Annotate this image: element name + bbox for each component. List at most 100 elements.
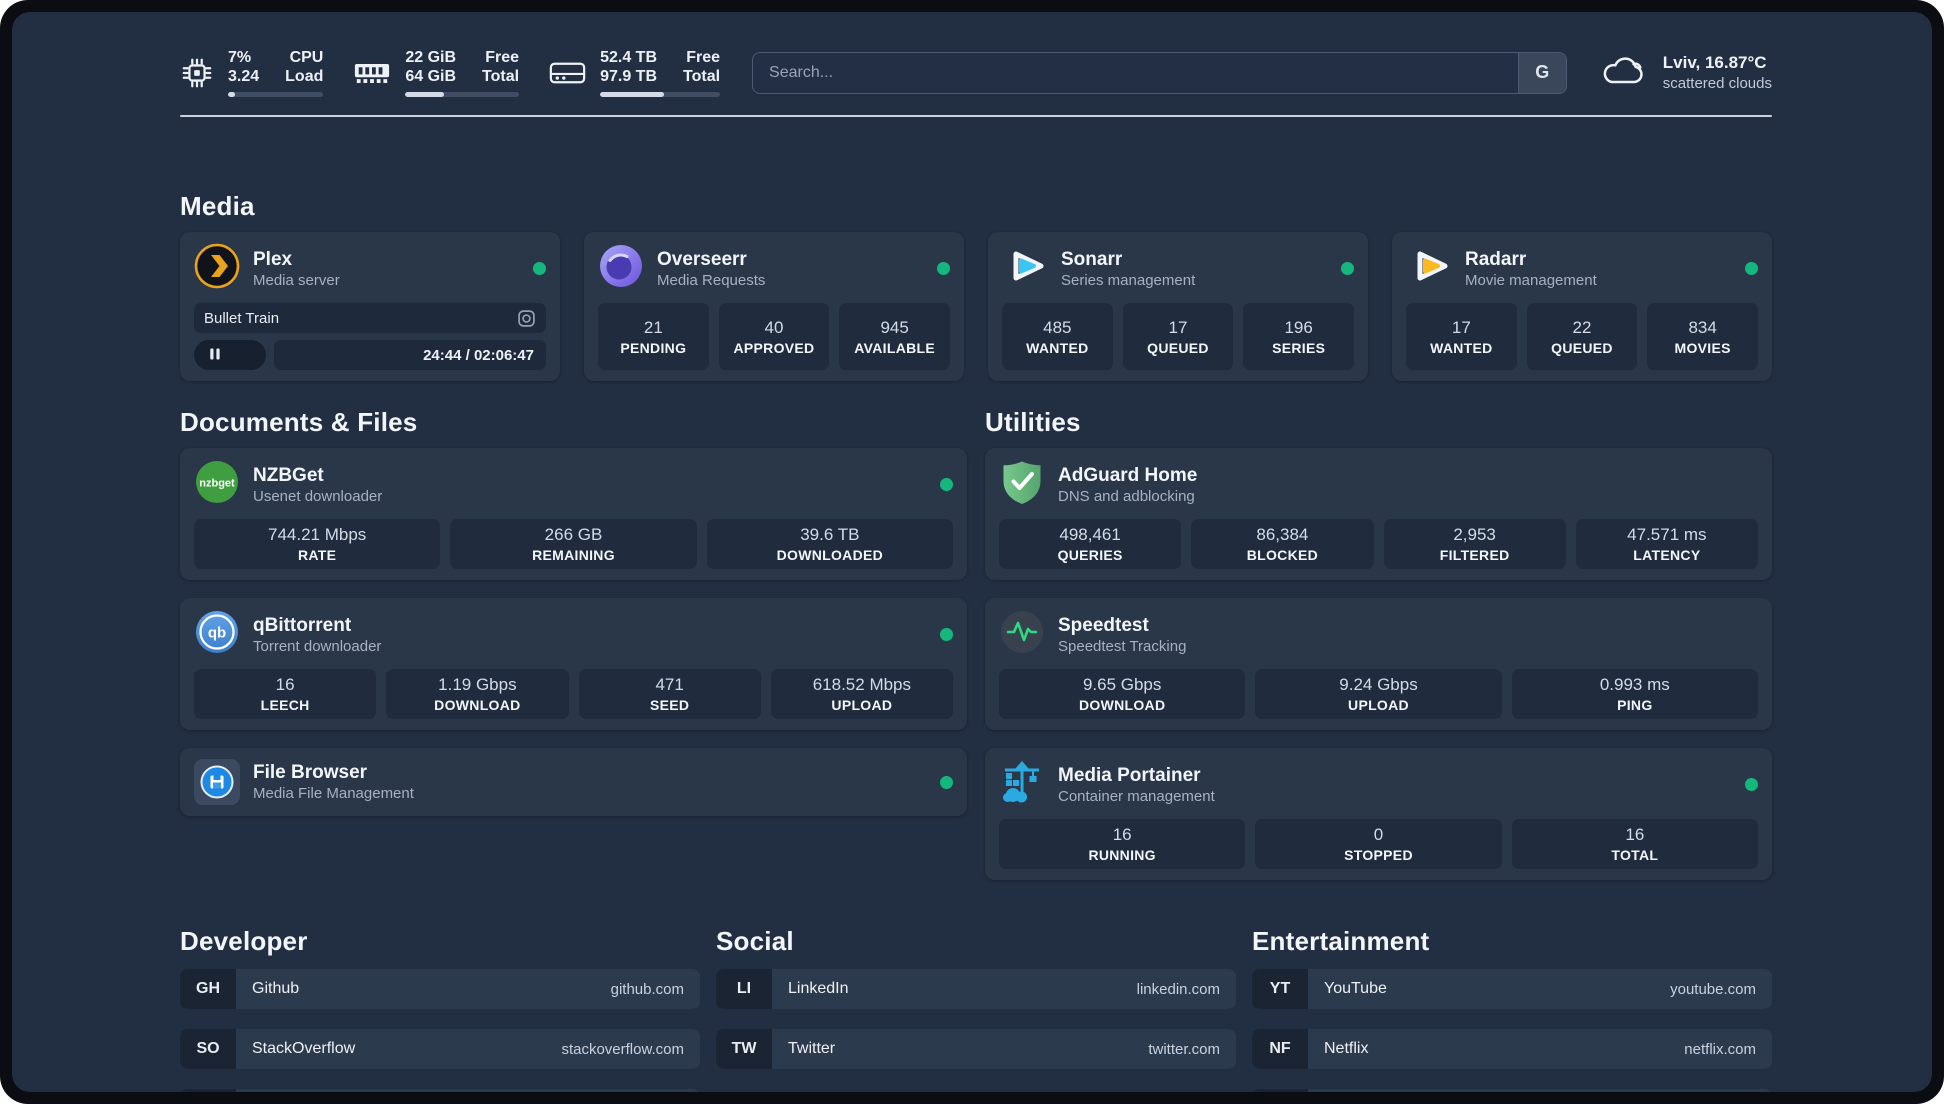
storage-free-value: 52.4 TB xyxy=(600,49,657,66)
app-title: Speedtest xyxy=(1058,614,1149,636)
status-dot xyxy=(937,262,950,275)
stat-tile: 0 STOPPED xyxy=(1255,819,1502,869)
stat-tile: 744.21 Mbps RATE xyxy=(194,519,441,569)
overseerr-stats: 21 PENDING 40 APPROVED 945 AVAILABLE xyxy=(598,303,950,370)
plex-card[interactable]: Plex Media server Bullet Train xyxy=(180,232,560,381)
stat-tile: 39.6 TB DOWNLOADED xyxy=(706,519,953,569)
memory-usage-bar xyxy=(405,92,520,97)
radarr-icon xyxy=(1406,243,1452,294)
dashboard-panel: 7% 3.24 CPU Load xyxy=(12,12,1932,1092)
player-settings-icon[interactable] xyxy=(517,309,536,328)
overseerr-icon xyxy=(598,243,644,294)
bookmark-stackoverflow[interactable]: SO StackOverflow stackoverflow.com xyxy=(180,1029,700,1069)
bookmark-netflix[interactable]: NF Netflix netflix.com xyxy=(1252,1029,1772,1069)
bookmark-abbr: SO xyxy=(180,1029,236,1069)
plex-now-playing: Bullet Train xyxy=(194,303,546,370)
status-dot xyxy=(533,262,546,275)
app-title: Media Portainer xyxy=(1058,764,1201,786)
filebrowser-card[interactable]: File Browser Media File Management xyxy=(180,748,967,816)
search-input[interactable] xyxy=(753,52,1518,93)
storage-usage-bar xyxy=(600,92,721,97)
bookmark-youtube[interactable]: YT YouTube youtube.com xyxy=(1252,969,1772,1009)
weather-location-temp: Lviv, 16.87°C xyxy=(1662,53,1767,72)
portainer-card[interactable]: Media Portainer Container management 16 … xyxy=(985,748,1772,880)
bookmark-url: stackoverflow.com xyxy=(561,1040,684,1058)
status-dot xyxy=(940,628,953,641)
bookmark-twitter[interactable]: TW Twitter twitter.com xyxy=(716,1029,1236,1069)
bookmark-name: Github xyxy=(252,980,300,997)
stat-tile: 618.52 Mbps UPLOAD xyxy=(770,669,953,719)
qbittorrent-stats: 16 LEECH 1.19 Gbps DOWNLOAD 471 SEED 6 xyxy=(194,669,953,719)
weather-condition: scattered clouds xyxy=(1662,75,1772,92)
nzbget-card[interactable]: nzbget NZBGet Usenet downloader 744.21 M… xyxy=(180,448,967,580)
bookmark-name: LinkedIn xyxy=(788,980,849,997)
status-dot xyxy=(940,775,953,789)
bookmark-github[interactable]: GH Github github.com xyxy=(180,969,700,1009)
bookmark-linkedin[interactable]: LI LinkedIn linkedin.com xyxy=(716,969,1236,1009)
cpu-label: CPU xyxy=(289,49,324,66)
memory-total-label: Total xyxy=(482,68,520,85)
bookmark-name: StackOverflow xyxy=(252,1040,356,1057)
radarr-card[interactable]: Radarr Movie management 17 WANTED 22 QUE… xyxy=(1392,232,1772,381)
app-title: NZBGet xyxy=(253,464,324,486)
documents-column: Documents & Files nzbget NZBGet Usenet d xyxy=(180,407,967,880)
developer-bookmarks: Developer GH Github github.com SO StackO… xyxy=(180,926,700,1092)
storage-total-label: Total xyxy=(683,68,721,85)
adguard-stats: 498,461 QUERIES 86,384 BLOCKED 2,953 FIL… xyxy=(999,519,1758,569)
nzbget-icon: nzbget xyxy=(194,459,240,510)
search-engine-badge[interactable]: G xyxy=(1517,52,1566,93)
topbar: 7% 3.24 CPU Load xyxy=(12,12,1932,97)
memory-free-value: 22 GiB xyxy=(405,49,457,66)
app-subtitle: Series management xyxy=(1061,271,1196,289)
stat-tile: 40 APPROVED xyxy=(718,303,830,370)
bookmark-name: YouTube xyxy=(1324,980,1387,997)
stat-tile: 498,461 QUERIES xyxy=(999,519,1182,569)
app-title: qBittorrent xyxy=(253,614,352,636)
search-bar: G xyxy=(752,51,1567,94)
cloud-icon xyxy=(1601,53,1647,93)
qbittorrent-card[interactable]: qb qBittorrent Torrent downloader 16 LEE… xyxy=(180,598,967,730)
media-cards-row: Plex Media server Bullet Train xyxy=(180,232,1772,381)
playback-time: 24:44 / 02:06:47 xyxy=(423,346,534,364)
bookmark-name: Netflix xyxy=(1324,1040,1369,1057)
bookmark-abbr: YT xyxy=(1252,969,1308,1009)
app-subtitle: Container management xyxy=(1058,787,1215,805)
stat-tile: 266 GB REMAINING xyxy=(450,519,697,569)
app-subtitle: Media Requests xyxy=(657,271,766,289)
plex-icon xyxy=(194,243,240,294)
app-subtitle: Speedtest Tracking xyxy=(1058,637,1187,655)
adguard-icon xyxy=(999,459,1045,510)
pause-button[interactable] xyxy=(194,340,266,370)
speedtest-icon xyxy=(999,609,1045,660)
system-metrics: 7% 3.24 CPU Load xyxy=(180,48,721,97)
status-dot xyxy=(1341,262,1354,275)
stat-tile: 16 LEECH xyxy=(194,669,377,719)
bookmark-abbr: LI xyxy=(716,969,772,1009)
stat-tile: 0.993 ms PING xyxy=(1511,669,1758,719)
bookmark-url: linkedin.com xyxy=(1136,980,1220,998)
speedtest-card[interactable]: Speedtest Speedtest Tracking 9.65 Gbps D… xyxy=(985,598,1772,730)
nzbget-stats: 744.21 Mbps RATE 266 GB REMAINING 39.6 T… xyxy=(194,519,953,569)
bookmark-url: github.com xyxy=(610,980,684,998)
pause-icon xyxy=(208,347,222,364)
memory-icon xyxy=(353,59,391,86)
header-divider xyxy=(180,115,1772,117)
bookmark-abbr: NF xyxy=(1252,1029,1308,1069)
memory-metric: 22 GiB 64 GiB Free Total xyxy=(353,48,520,97)
stat-tile: 86,384 BLOCKED xyxy=(1191,519,1374,569)
cpu-usage-fill xyxy=(228,92,235,97)
adguard-card[interactable]: AdGuard Home DNS and adblocking 498,461 … xyxy=(985,448,1772,580)
bookmark-reddit[interactable]: RE Reddit reddit.com xyxy=(1252,1089,1772,1092)
sonarr-card[interactable]: Sonarr Series management 485 WANTED 17 Q… xyxy=(988,232,1368,381)
bookmark-dev[interactable]: DT DEV dev.to xyxy=(180,1089,700,1092)
stat-tile: 47.571 ms LATENCY xyxy=(1575,519,1758,569)
overseerr-card[interactable]: Overseerr Media Requests 21 PENDING 40 A… xyxy=(584,232,964,381)
section-title-developer: Developer xyxy=(180,926,308,956)
stat-tile: 485 WANTED xyxy=(1002,303,1113,370)
portainer-icon xyxy=(999,759,1045,810)
cpu-load-value: 3.24 xyxy=(228,68,260,85)
bookmark-abbr: GH xyxy=(180,969,236,1009)
stat-tile: 2,953 FILTERED xyxy=(1383,519,1566,569)
radarr-stats: 17 WANTED 22 QUEUED 834 MOVIES xyxy=(1406,303,1758,370)
playback-progress-bar[interactable]: 24:44 / 02:06:47 xyxy=(274,340,546,370)
